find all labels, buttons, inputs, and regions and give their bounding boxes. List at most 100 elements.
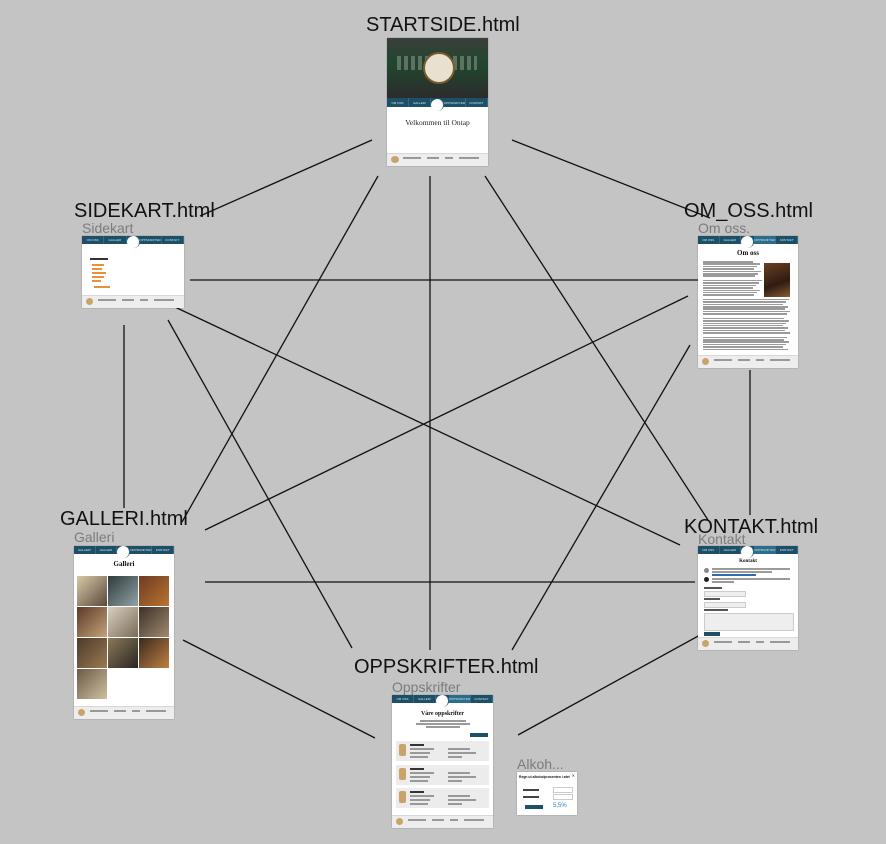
text-line: [410, 768, 424, 770]
recipe-card[interactable]: [396, 741, 489, 761]
bottle-photo: [764, 263, 790, 297]
nav-bar: OM OSS GALLERI OPPSKRIFTER KONTAKT: [698, 546, 798, 558]
node-title-om-oss: OM_OSS.html: [684, 200, 813, 222]
gallery-image[interactable]: [77, 638, 107, 668]
recipe-card[interactable]: [396, 788, 489, 808]
text-line: [703, 301, 786, 303]
gallery-image[interactable]: [77, 607, 107, 637]
text-line: [703, 324, 783, 327]
text-line: [703, 329, 785, 332]
recipe-icon: [399, 768, 406, 780]
page-footer: [698, 355, 798, 368]
calculate-button[interactable]: [525, 805, 543, 809]
page-thumbnail-kontakt[interactable]: OM OSS GALLERI OPPSKRIFTER KONTAKT Kontakt: [698, 546, 798, 650]
node-title-startside: STARTSIDE.html: [366, 14, 520, 36]
nav-bar: OM OSS GALLERI OPPSKRIFTER KONTAKT: [698, 236, 798, 248]
gallery-image[interactable]: [139, 576, 169, 606]
welcome-text: Velkommen til Ontap: [405, 118, 470, 127]
text-line: [703, 317, 784, 320]
gallery-image[interactable]: [77, 576, 107, 606]
node-subtitle-alkohol: Alkoh...: [517, 756, 564, 772]
text-line: [703, 289, 760, 291]
text-line: [410, 772, 434, 774]
text-line: [703, 308, 785, 310]
gallery-image[interactable]: [139, 607, 169, 637]
nav-bar: OM OSS GALLERI OPPSKRIFTER KONTAKT: [387, 98, 488, 111]
hero-image: [387, 38, 488, 98]
gallery-image[interactable]: [77, 669, 107, 699]
node-subtitle-sidekart: Sidekart: [82, 220, 134, 236]
text-line: [703, 339, 784, 341]
message-field[interactable]: [704, 613, 794, 631]
text-line: [703, 265, 757, 268]
text-line: [703, 268, 754, 270]
text-line: [703, 279, 762, 282]
node-subtitle-kontakt: Kontakt: [698, 531, 746, 547]
name-field[interactable]: [704, 591, 746, 597]
text-line: [410, 776, 430, 778]
gallery-image[interactable]: [108, 607, 138, 637]
page-thumbnail-sidekart[interactable]: OM OSS GALLERI OPPSKRIFTER KONTAKT: [82, 236, 184, 308]
page-heading: Om oss: [737, 249, 759, 257]
gallery-image[interactable]: [108, 576, 138, 606]
node-title-kontakt: KONTAKT.html: [684, 516, 819, 538]
text-line: [703, 348, 788, 351]
nav-bar: GALLERI GALLERI OPPSKRIFTER KONTAKT: [74, 546, 174, 558]
gallery-image[interactable]: [108, 638, 138, 668]
page-heading: Galleri: [113, 560, 135, 568]
text-line: [703, 275, 755, 277]
edge-startside-galleri: [181, 175, 379, 523]
calculator-button[interactable]: [470, 733, 488, 737]
text-line: [410, 791, 424, 793]
text-line: [410, 756, 428, 758]
text-line: [703, 287, 753, 289]
edge-sidekart-oppskrifter: [167, 319, 353, 649]
page-thumbnail-om-oss[interactable]: OM OSS GALLERI OPPSKRIFTER KONTAKT Om oss: [698, 236, 798, 368]
page-heading: Kontakt: [739, 559, 757, 564]
page-thumbnail-startside[interactable]: OM OSS GALLERI OPPSKRIFTER KONTAKT Velkomme…: [387, 38, 488, 166]
text-line: [448, 803, 462, 805]
close-icon[interactable]: ✕: [571, 773, 575, 778]
node-subtitle-oppskrifter: Oppskrifter: [392, 679, 461, 695]
page-thumbnail-oppskrifter[interactable]: OM OSS GALLERI OPPSKRIFTER KONTAKT Våre opp…: [392, 695, 493, 828]
text-line: [703, 327, 788, 329]
recipe-icon: [399, 744, 406, 756]
og-field[interactable]: [553, 787, 573, 793]
edge-om-oss-oppskrifter: [511, 344, 691, 651]
page-thumbnail-galleri[interactable]: GALLERI GALLERI OPPSKRIFTER KONTAKT Galleri: [74, 546, 174, 719]
recipe-icon: [399, 791, 406, 803]
text-line: [448, 795, 470, 797]
text-line: [703, 336, 787, 339]
text-line: [410, 780, 428, 782]
edge-startside-kontakt: [484, 175, 709, 521]
edge-galleri-oppskrifter: [182, 639, 376, 739]
text-line: [703, 263, 760, 265]
text-line: [703, 298, 789, 301]
gallery-image[interactable]: [139, 638, 169, 668]
nav-bar: OM OSS GALLERI OPPSKRIFTER KONTAKT: [392, 695, 493, 707]
page-thumbnail-alkohol[interactable]: ✕ Regn ut alkoholprosenten i ølet 5,5%: [517, 772, 577, 815]
text-line: [703, 343, 786, 346]
text-line: [703, 320, 789, 322]
text-line: [410, 748, 434, 750]
page-footer: [698, 637, 798, 650]
edge-startside-sidekart: [199, 139, 373, 217]
text-line: [410, 795, 434, 797]
edge-om-oss-galleri: [204, 295, 689, 531]
image-grid: [77, 576, 171, 702]
text-line: [703, 284, 756, 287]
send-button[interactable]: [704, 632, 720, 636]
page-footer: [82, 295, 184, 308]
page-footer: [387, 153, 488, 166]
edge-startside-om-oss: [511, 139, 711, 219]
recipe-card[interactable]: [396, 765, 489, 785]
text-line: [703, 346, 783, 348]
node-subtitle-galleri: Galleri: [74, 529, 115, 545]
edge-sidekart-kontakt: [159, 299, 681, 546]
contact-icon: [704, 577, 709, 582]
email-field[interactable]: [704, 602, 746, 608]
fg-field[interactable]: [553, 794, 573, 800]
text-line: [703, 282, 759, 284]
text-line: [703, 303, 783, 306]
